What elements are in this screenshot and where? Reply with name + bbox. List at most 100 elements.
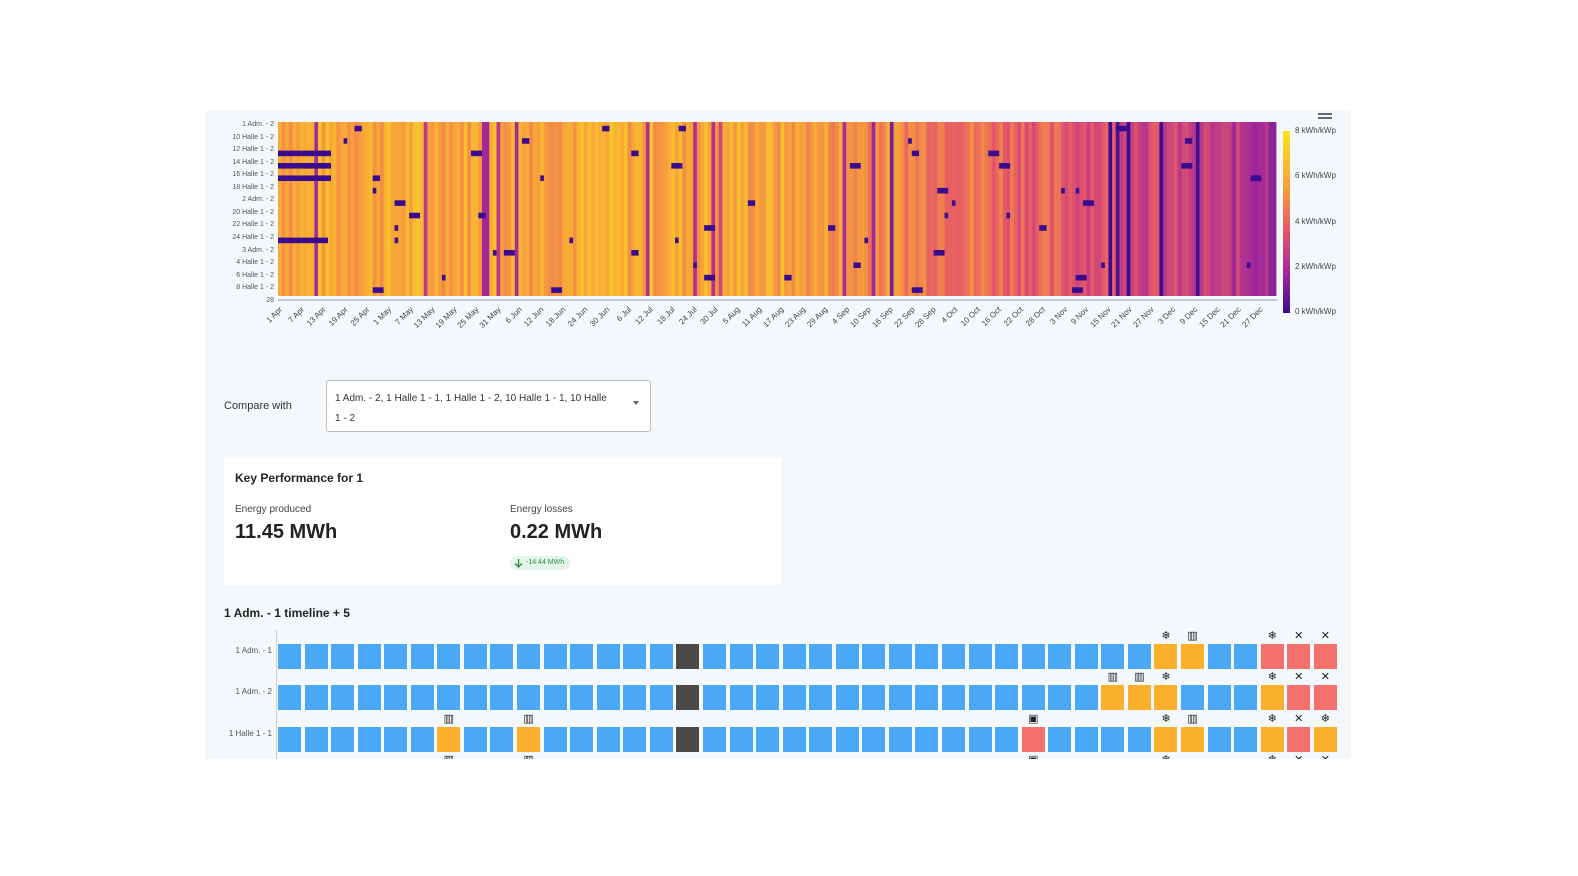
timeline-cell[interactable]: [490, 727, 514, 752]
timeline-cell[interactable]: [915, 685, 939, 710]
timeline-cell[interactable]: [410, 685, 434, 710]
timeline-cell[interactable]: [304, 685, 328, 710]
timeline-cell[interactable]: [702, 644, 726, 669]
timeline-cell[interactable]: [490, 685, 514, 710]
timeline-cell[interactable]: [384, 644, 408, 669]
timeline-cell[interactable]: [463, 644, 487, 669]
timeline-cell[interactable]: [995, 685, 1019, 710]
timeline-cell[interactable]: [490, 644, 514, 669]
timeline-cell[interactable]: [1181, 685, 1205, 710]
timeline-cell[interactable]: [1101, 685, 1125, 710]
timeline-cell[interactable]: [1021, 685, 1045, 710]
timeline-cell[interactable]: [1048, 727, 1072, 752]
timeline-cell[interactable]: [649, 685, 673, 710]
timeline-cell[interactable]: [862, 685, 886, 710]
timeline-cell[interactable]: [357, 685, 381, 710]
timeline-cell[interactable]: [676, 685, 700, 710]
timeline-cell[interactable]: [570, 644, 594, 669]
timeline-cell[interactable]: [1260, 685, 1284, 710]
timeline-cell[interactable]: [384, 685, 408, 710]
timeline-cell[interactable]: [517, 727, 541, 752]
timeline-cell[interactable]: [649, 727, 673, 752]
timeline-cell[interactable]: [1207, 685, 1231, 710]
timeline-cell[interactable]: [278, 727, 301, 752]
menu-icon[interactable]: [1318, 111, 1332, 121]
timeline-cell[interactable]: [543, 727, 567, 752]
timeline-cell[interactable]: [1313, 727, 1337, 752]
timeline-cell[interactable]: [1021, 644, 1045, 669]
timeline-cell[interactable]: [596, 685, 620, 710]
timeline-cell[interactable]: [623, 644, 647, 669]
timeline-cell[interactable]: [729, 644, 753, 669]
timeline-cell[interactable]: [862, 727, 886, 752]
timeline-cell[interactable]: [782, 727, 806, 752]
timeline-cell[interactable]: [543, 644, 567, 669]
timeline-cell[interactable]: [1127, 644, 1151, 669]
timeline-cell[interactable]: [1287, 644, 1311, 669]
timeline-cell[interactable]: [729, 727, 753, 752]
timeline-cell[interactable]: [835, 644, 859, 669]
timeline-cell[interactable]: [649, 644, 673, 669]
timeline-cell[interactable]: [304, 727, 328, 752]
timeline-cell[interactable]: [1207, 644, 1231, 669]
timeline-cell[interactable]: [1287, 685, 1311, 710]
timeline-cell[interactable]: [782, 685, 806, 710]
timeline-cell[interactable]: [304, 644, 328, 669]
timeline-cell[interactable]: [1154, 644, 1178, 669]
timeline-cell[interactable]: [437, 727, 461, 752]
timeline-cell[interactable]: [570, 727, 594, 752]
timeline-cell[interactable]: [437, 644, 461, 669]
timeline-cell[interactable]: [1181, 644, 1205, 669]
timeline-cell[interactable]: [1154, 727, 1178, 752]
timeline-cell[interactable]: [835, 727, 859, 752]
timeline-cell[interactable]: [331, 685, 355, 710]
timeline-cell[interactable]: [1313, 685, 1337, 710]
timeline-cell[interactable]: [517, 685, 541, 710]
timeline-cell[interactable]: [702, 685, 726, 710]
timeline-cell[interactable]: [729, 685, 753, 710]
timeline-cell[interactable]: [596, 644, 620, 669]
timeline-cell[interactable]: [968, 727, 992, 752]
timeline-cell[interactable]: [1048, 685, 1072, 710]
timeline-cell[interactable]: [570, 685, 594, 710]
timeline-cell[interactable]: [623, 727, 647, 752]
timeline-cell[interactable]: [623, 685, 647, 710]
timeline-cell[interactable]: [1074, 727, 1098, 752]
timeline-cell[interactable]: [995, 727, 1019, 752]
timeline-cell[interactable]: [756, 727, 780, 752]
timeline-cell[interactable]: [1154, 685, 1178, 710]
timeline-cell[interactable]: [809, 644, 833, 669]
timeline-cell[interactable]: [915, 644, 939, 669]
timeline-cell[interactable]: [968, 685, 992, 710]
timeline-cell[interactable]: [1234, 685, 1258, 710]
timeline-cell[interactable]: [1048, 644, 1072, 669]
timeline-cell[interactable]: [1127, 685, 1151, 710]
timeline-cell[interactable]: [596, 727, 620, 752]
timeline-cell[interactable]: [278, 685, 301, 710]
timeline-cell[interactable]: [357, 727, 381, 752]
timeline-cell[interactable]: [410, 644, 434, 669]
timeline-cell[interactable]: [463, 727, 487, 752]
timeline-cell[interactable]: [1181, 727, 1205, 752]
timeline-cell[interactable]: [888, 727, 912, 752]
timeline-cell[interactable]: [915, 727, 939, 752]
timeline-cell[interactable]: [1287, 727, 1311, 752]
timeline-cell[interactable]: [1260, 644, 1284, 669]
timeline-cell[interactable]: [942, 644, 965, 669]
timeline-cell[interactable]: [676, 727, 700, 752]
timeline-cell[interactable]: [410, 727, 434, 752]
timeline-cell[interactable]: [463, 685, 487, 710]
timeline-cell[interactable]: [835, 685, 859, 710]
timeline-cell[interactable]: [756, 685, 780, 710]
timeline-cell[interactable]: [809, 727, 833, 752]
timeline-cell[interactable]: [676, 644, 700, 669]
timeline-cell[interactable]: [1260, 727, 1284, 752]
timeline-cell[interactable]: [1234, 644, 1258, 669]
timeline-cell[interactable]: [384, 727, 408, 752]
timeline-cell[interactable]: [543, 685, 567, 710]
timeline-cell[interactable]: [1074, 685, 1098, 710]
timeline-cell[interactable]: [995, 644, 1019, 669]
timeline-cell[interactable]: [702, 727, 726, 752]
compare-select[interactable]: 1 Adm. - 2, 1 Halle 1 - 1, 1 Halle 1 - 2…: [326, 380, 651, 432]
timeline-cell[interactable]: [1021, 727, 1045, 752]
